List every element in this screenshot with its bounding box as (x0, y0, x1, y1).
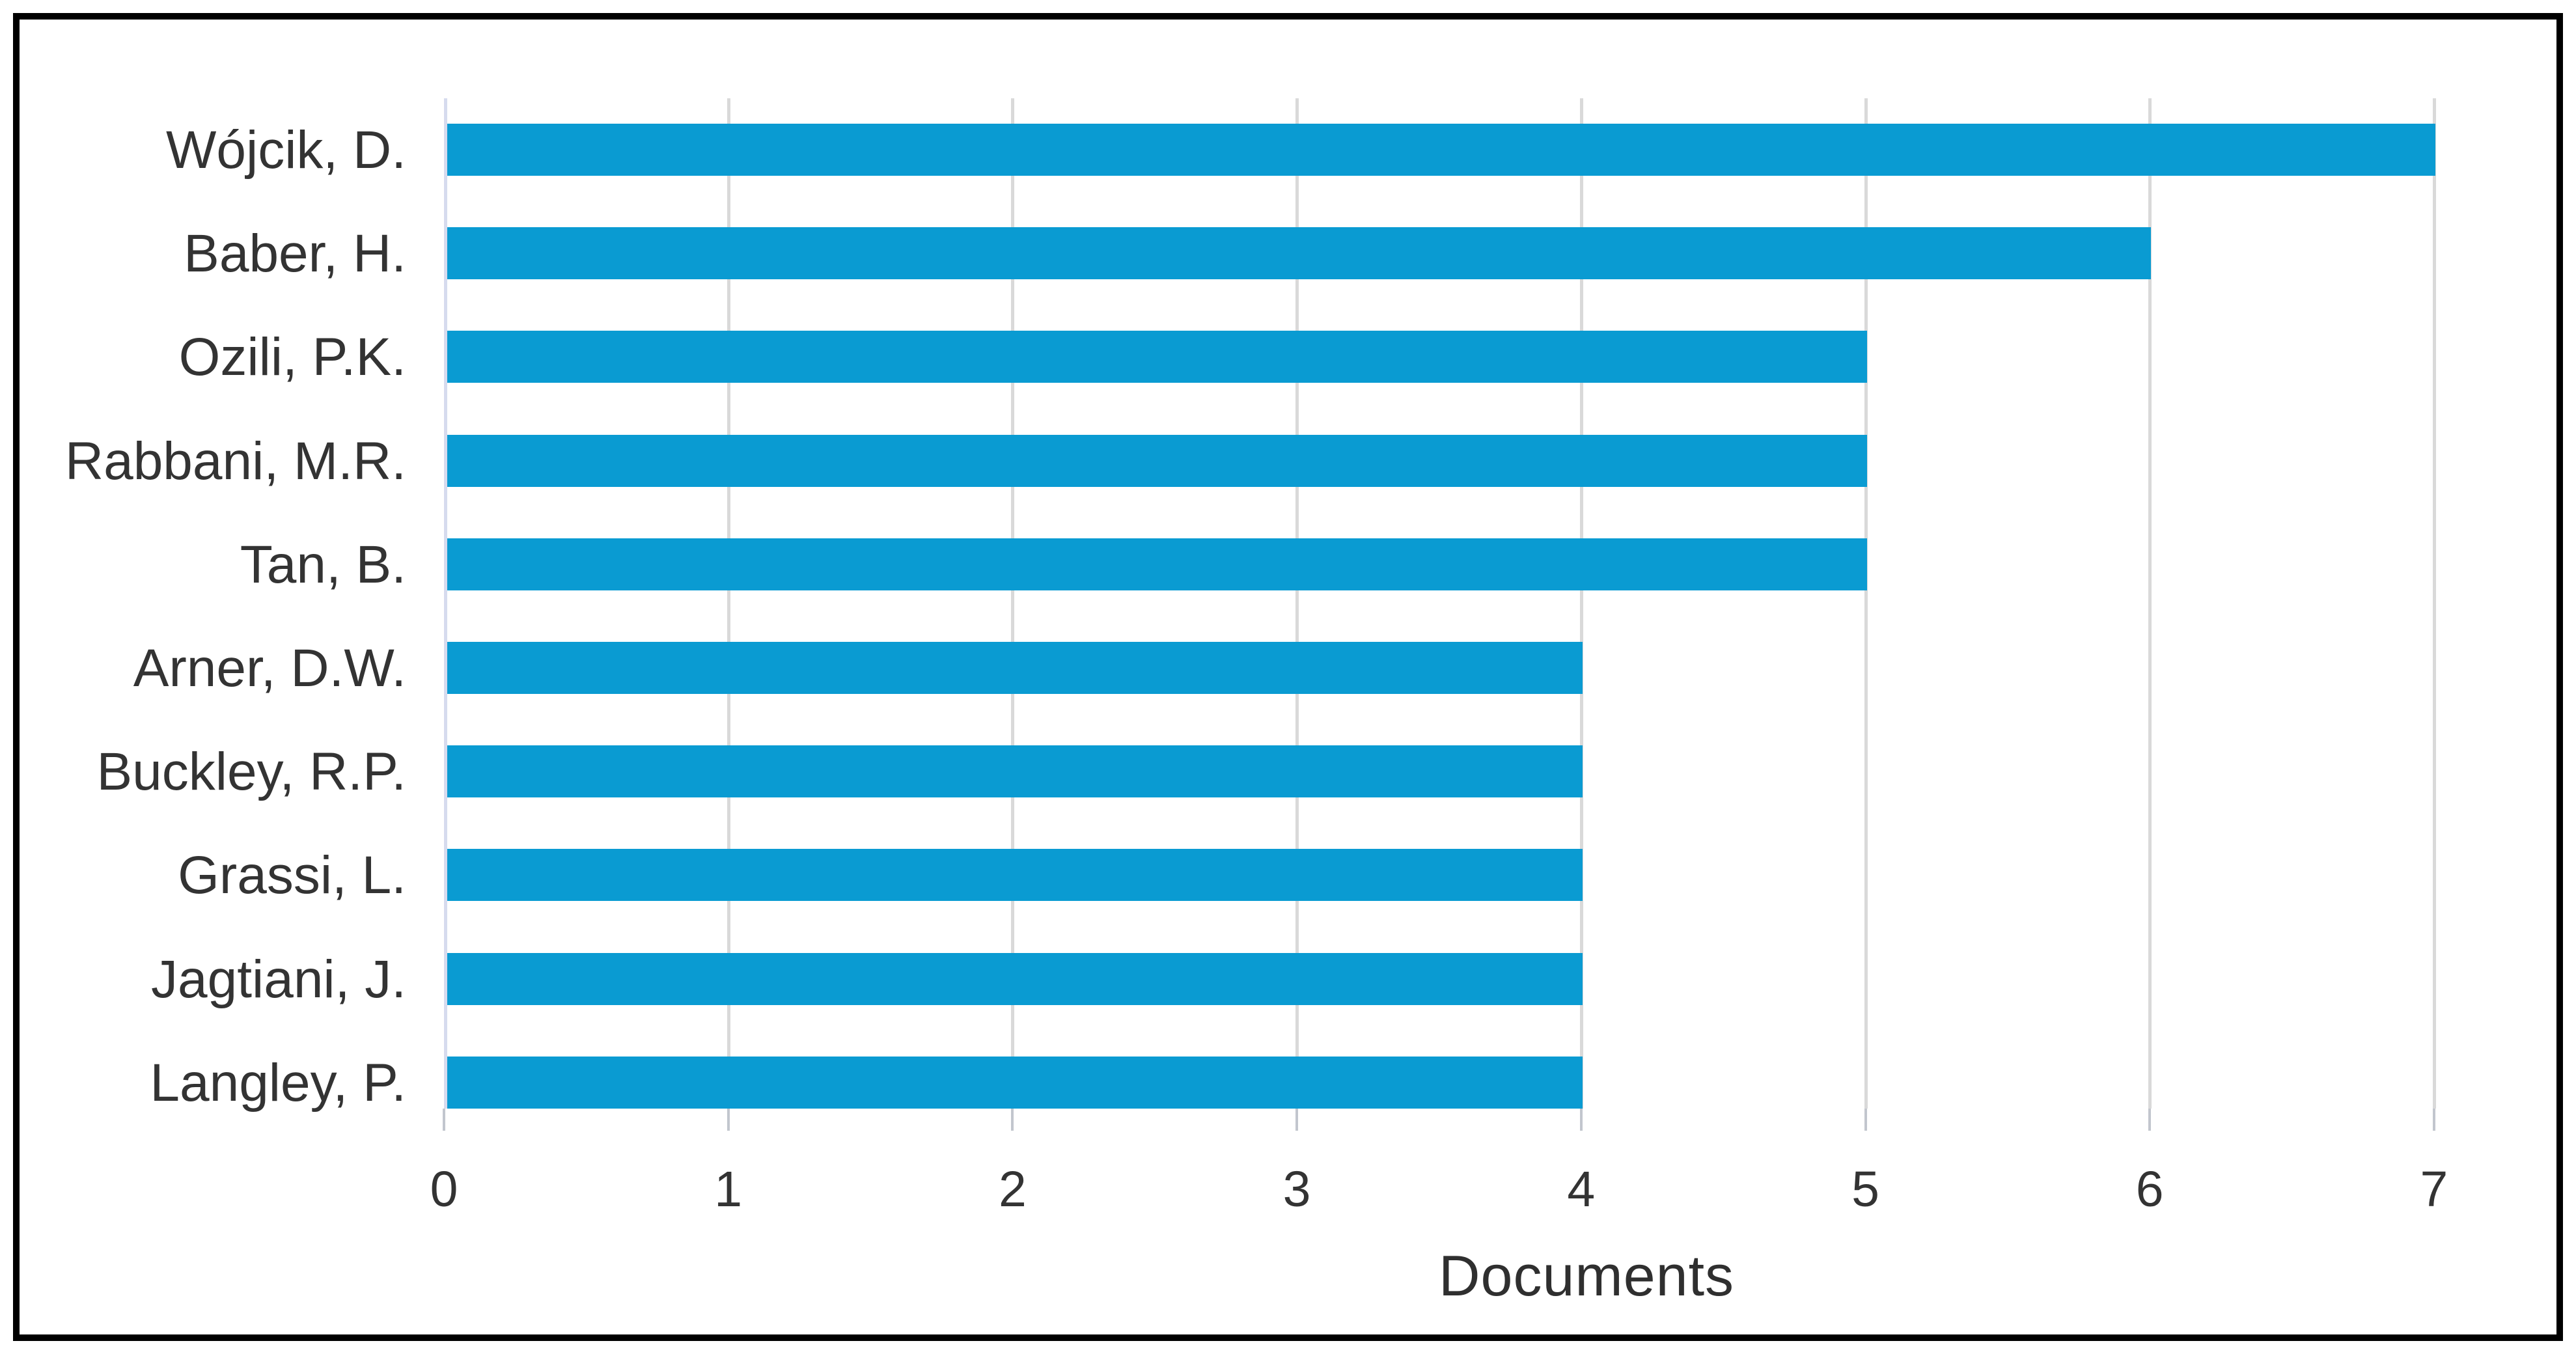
gridline-x5 (1864, 98, 1868, 1109)
category-label: Buckley, R.P. (96, 742, 406, 802)
x-tick-label-0: 0 (430, 1161, 458, 1217)
gridline-x2 (1011, 98, 1015, 1109)
x-tick-mark-7 (2432, 1109, 2435, 1131)
x-tick-label-7: 7 (2420, 1161, 2448, 1217)
category-label: Grassi, L. (178, 846, 406, 905)
plot-area (444, 98, 2556, 1109)
gridline-x6 (2148, 98, 2152, 1109)
bar-8 (447, 849, 1583, 902)
bar-2 (447, 227, 2152, 280)
bar-4 (447, 434, 1867, 487)
bar-3 (447, 331, 1867, 383)
gridline-x3 (1295, 98, 1299, 1109)
bar-6 (447, 642, 1583, 694)
category-label: Langley, P. (150, 1053, 406, 1112)
x-tick-label-5: 5 (1851, 1161, 1879, 1217)
bar-9 (447, 952, 1583, 1005)
category-label: Wójcik, D. (166, 120, 406, 180)
x-tick-label-6: 6 (2135, 1161, 2164, 1217)
x-tick-mark-3 (1295, 1109, 1299, 1131)
x-tick-mark-0 (443, 1109, 445, 1131)
bar-5 (447, 538, 1867, 590)
x-tick-mark-6 (2148, 1109, 2152, 1131)
gridline-x1 (727, 98, 730, 1109)
x-tick-label-4: 4 (1567, 1161, 1596, 1217)
y-axis-line (444, 98, 447, 1109)
bar-1 (447, 124, 2435, 176)
bar-7 (447, 745, 1583, 798)
x-axis-title: Documents (1438, 1243, 1735, 1308)
bar-10 (447, 1056, 1583, 1109)
x-tick-mark-4 (1579, 1109, 1583, 1131)
figure-frame: Documents Wójcik, D. Baber, H. Ozili, P.K.… (13, 13, 2563, 1341)
x-tick-label-1: 1 (714, 1161, 743, 1217)
x-tick-label-2: 2 (998, 1161, 1027, 1217)
category-label: Baber, H. (184, 224, 406, 284)
x-tick-mark-2 (1011, 1109, 1014, 1131)
category-label: Arner, D.W. (133, 639, 406, 698)
x-tick-mark-5 (1864, 1109, 1867, 1131)
category-label: Jagtiani, J. (151, 949, 406, 1009)
category-label: Tan, B. (240, 534, 406, 594)
gridline-x7 (2432, 98, 2436, 1109)
category-label: Ozili, P.K. (178, 327, 406, 387)
gridline-x4 (1579, 98, 1583, 1109)
x-tick-label-3: 3 (1282, 1161, 1311, 1217)
x-tick-mark-1 (727, 1109, 730, 1131)
category-label: Rabbani, M.R. (64, 431, 406, 491)
